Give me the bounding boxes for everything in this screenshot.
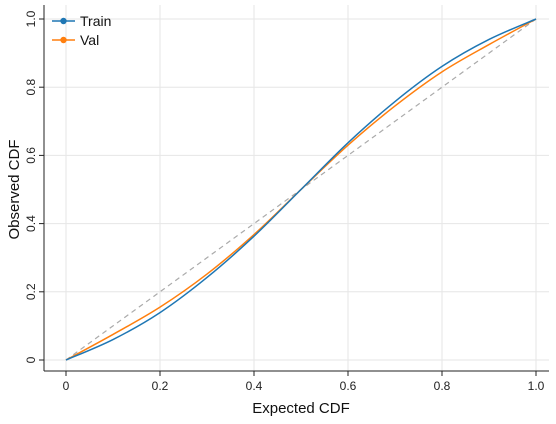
x-tick-label: 0 [63,379,70,393]
x-tick-label: 0.4 [246,379,263,393]
legend: Train Val [52,13,111,48]
series-layer [65,18,537,361]
axes: 0 0.2 0.4 0.6 0.8 1.0 0 0.2 0.4 0.6 0.8 1.0 [24,5,549,393]
y-tick-label: 0.8 [24,79,38,96]
x-axis-title: Expected CDF [252,400,350,417]
y-tick-label: 0.4 [24,215,38,232]
y-tick-label: 0 [24,356,38,363]
y-axis-title: Observed CDF [6,139,23,239]
legend-marker-train [60,17,67,25]
x-tick-label: 0.8 [434,379,451,393]
y-tick-label: 0.2 [24,283,38,300]
grid [44,5,549,371]
series-line-train [65,18,537,361]
y-tick-label: 1.0 [24,10,38,27]
legend-label-val: Val [80,32,99,48]
x-tick-label: 0.2 [152,379,169,393]
legend-label-train: Train [80,13,111,29]
y-tick-label: 0.6 [24,147,38,164]
legend-marker-val [60,36,67,44]
x-tick-label: 1.0 [528,379,545,393]
x-tick-label: 0.6 [340,379,357,393]
